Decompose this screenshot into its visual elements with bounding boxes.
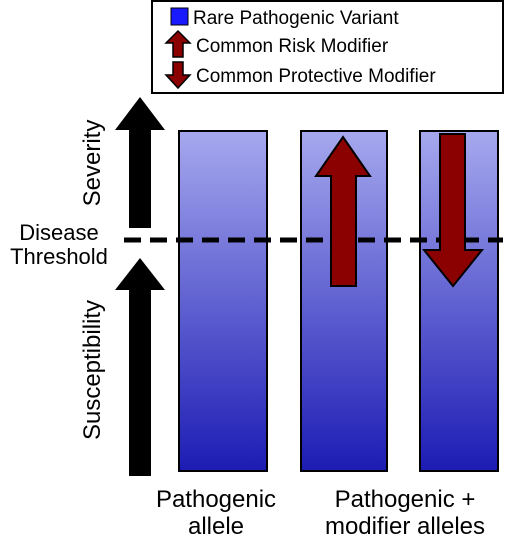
legend-label-rare-variant: Rare Pathogenic Variant — [193, 8, 399, 29]
group-label-modifier-line2: modifier alleles — [325, 513, 485, 540]
bar-pathogenic-allele — [179, 131, 267, 471]
susceptibility-arrow-icon — [115, 258, 165, 476]
group-label-pathogenic-line2: allele — [188, 513, 244, 540]
severity-arrow-icon — [115, 97, 165, 228]
legend-label-protective-modifier: Common Protective Modifier — [196, 66, 436, 87]
threshold-label-line1: Disease — [19, 220, 98, 245]
legend-label-risk-modifier: Common Risk Modifier — [196, 36, 389, 57]
group-label-pathogenic-line1: Pathogenic — [156, 486, 276, 513]
group-label-modifier-line1: Pathogenic + — [335, 486, 476, 513]
blue-square-icon — [171, 8, 188, 25]
severity-label: Severity — [79, 120, 106, 207]
susceptibility-label: Susceptibility — [79, 300, 106, 440]
legend: Rare Pathogenic Variant Common Risk Modi… — [152, 1, 503, 93]
threshold-label-line2: Threshold — [10, 244, 108, 269]
axis-arrows — [115, 97, 165, 476]
